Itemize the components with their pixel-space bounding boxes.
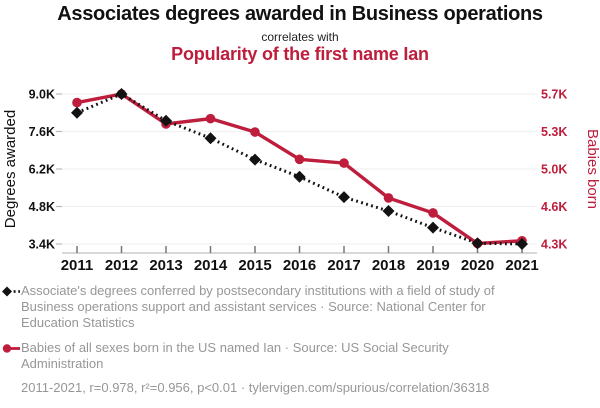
svg-text:4.6K: 4.6K	[541, 200, 567, 214]
svg-text:2018: 2018	[372, 257, 405, 274]
svg-text:2021: 2021	[505, 257, 538, 274]
svg-text:2015: 2015	[238, 257, 271, 274]
svg-text:9.0K: 9.0K	[29, 88, 55, 102]
svg-text:5.0K: 5.0K	[541, 163, 567, 177]
legend-item-babies: Babies of all sexes born in the US named…	[2, 340, 594, 372]
svg-text:3.4K: 3.4K	[29, 238, 55, 252]
svg-text:6.2K: 6.2K	[29, 163, 55, 177]
svg-text:2011: 2011	[61, 257, 94, 274]
svg-text:7.6K: 7.6K	[29, 125, 55, 139]
black-diamond-dotted-line-icon	[2, 283, 21, 303]
svg-text:2013: 2013	[149, 257, 182, 274]
svg-text:2020: 2020	[461, 257, 494, 274]
svg-text:Degrees awarded: Degrees awarded	[2, 110, 19, 228]
svg-text:2014: 2014	[194, 257, 228, 274]
red-circle-solid-line-icon	[2, 340, 21, 360]
svg-text:4.8K: 4.8K	[29, 200, 55, 214]
legend-item-label: Babies of all sexes born in the US named…	[21, 340, 449, 371]
svg-text:5.3K: 5.3K	[541, 125, 567, 139]
line-chart: 9.0K 7.6K 6.2K 4.8K 3.4K 5.7K 5.3K 5.0K 4.6K 4.3K…	[2, 88, 600, 275]
svg-text:2017: 2017	[327, 257, 360, 274]
page-title: Associates degrees awarded in Business o…	[57, 3, 543, 25]
svg-text:Babies born: Babies born	[584, 129, 600, 209]
svg-text:2012: 2012	[105, 257, 138, 274]
svg-text:5.7K: 5.7K	[541, 88, 567, 102]
svg-text:2016: 2016	[283, 257, 316, 274]
legend-item-label: Associate's degrees conferred by postsec…	[21, 283, 495, 330]
legend: Associate's degrees conferred by postsec…	[2, 283, 594, 396]
correlated-series-title: Popularity of the first name Ian	[171, 44, 429, 64]
correlates-with-label: correlates with	[261, 30, 339, 44]
legend-item-degrees: Associate's degrees conferred by postsec…	[2, 283, 594, 331]
correlation-stats: 2011-2021, r=0.978, r²=0.956, p<0.01 · t…	[21, 380, 490, 395]
svg-text:4.3K: 4.3K	[541, 238, 567, 252]
svg-text:2019: 2019	[416, 257, 449, 274]
